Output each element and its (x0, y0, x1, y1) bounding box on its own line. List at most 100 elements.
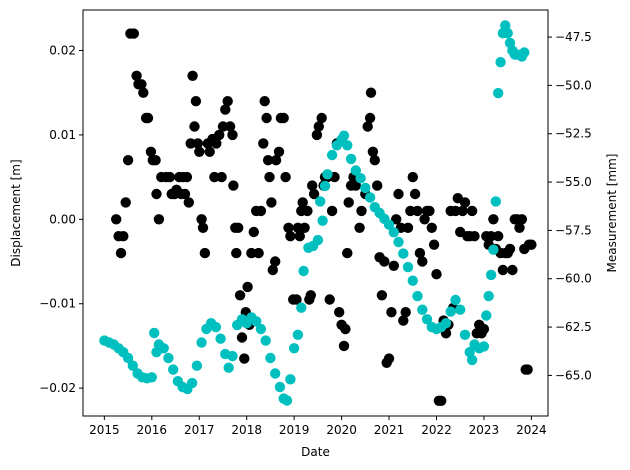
displacement-point (273, 146, 285, 157)
displacement-point (497, 264, 509, 276)
displacement-point (227, 129, 238, 141)
displacement-point (354, 222, 365, 233)
measurement-point (383, 219, 395, 230)
left-y-tick-label: 0.02 (49, 44, 76, 58)
displacement-point (255, 205, 267, 217)
displacement-point (118, 231, 129, 242)
x-tick-label: 2020 (326, 423, 357, 437)
x-tick-label: 2016 (137, 423, 168, 437)
measurement-point (158, 343, 169, 354)
measurement-point (326, 149, 338, 161)
displacement-point (469, 231, 480, 242)
measurement-point (270, 368, 281, 379)
displacement-point (220, 104, 231, 115)
displacement-point (297, 197, 308, 208)
displacement-point (142, 112, 154, 124)
displacement-point (388, 260, 399, 271)
displacement-point (294, 231, 305, 242)
x-tick-label: 2023 (469, 423, 500, 437)
displacement-point (190, 96, 202, 107)
measurement-point (191, 360, 203, 371)
displacement-point (324, 294, 335, 305)
displacement-point (426, 222, 437, 233)
measurement-point (122, 352, 134, 364)
displacement-point (261, 112, 272, 124)
displacement-point (376, 290, 388, 301)
displacement-point (402, 222, 414, 233)
measurement-point (440, 318, 452, 329)
displacement-point (280, 171, 291, 183)
x-axis-ticks: 2015 2016 2017 2018 2019 2020 2021 2022 2023 2024 (89, 416, 547, 437)
measurement-point (288, 343, 300, 354)
measurement-point (483, 290, 494, 302)
right-y-axis-ticks: −47.5 −50.0 −52.5 −55.0 −57.5 −60.0 −62.5 −65.0 (548, 30, 592, 382)
x-tick-label: 2021 (374, 423, 405, 437)
displacement-point (248, 226, 259, 238)
displacement-point (115, 247, 127, 259)
measurement-point (296, 302, 307, 313)
displacement-point (266, 197, 277, 208)
displacement-point (407, 171, 418, 183)
left-y-tick-label: −0.02 (39, 381, 76, 395)
displacement-point (253, 247, 264, 259)
displacement-point (145, 146, 157, 157)
measurement-point (168, 364, 179, 375)
displacement-point (285, 231, 296, 242)
displacement-point (204, 146, 215, 157)
displacement-point (181, 171, 193, 183)
displacement-point (365, 87, 377, 98)
displacement-point (164, 171, 175, 183)
displacement-point (493, 231, 504, 242)
displacement-point (342, 247, 353, 259)
displacement-point (412, 205, 423, 217)
displacement-point (196, 214, 207, 225)
x-tick-label: 2022 (421, 423, 452, 437)
measurement-point (345, 153, 357, 165)
displacement-point (111, 214, 122, 225)
displacement-point (246, 247, 257, 259)
measurement-point (493, 87, 504, 99)
measurement-point (163, 352, 174, 364)
right-y-tick-label: −47.5 (555, 30, 592, 44)
right-y-tick-label: −65.0 (555, 368, 592, 382)
measurement-point (146, 372, 157, 383)
displacement-point (216, 171, 227, 183)
right-y-tick-label: −62.5 (555, 320, 592, 334)
displacement-point (372, 180, 383, 191)
measurement-point (466, 354, 478, 366)
measurement-point (455, 304, 466, 315)
displacement-point (369, 155, 380, 166)
x-tick-label: 2015 (89, 423, 120, 437)
measurement-point (210, 321, 222, 333)
series-layer (99, 20, 537, 406)
displacement-point (393, 188, 404, 200)
measurement-point (215, 333, 226, 344)
displacement-point (436, 395, 447, 406)
measurement-point (149, 327, 160, 339)
displacement-point (233, 222, 244, 233)
measurement-point (481, 310, 492, 321)
measurement-point (281, 395, 293, 406)
measurement-point (402, 261, 414, 273)
displacement-point (128, 28, 139, 39)
x-tick-label: 2018 (231, 423, 262, 437)
displacement-point (189, 121, 200, 132)
measurement-point (315, 196, 326, 207)
measurement-point (355, 173, 366, 184)
measurement-point (196, 337, 207, 348)
left-y-axis-ticks: 0.02 0.01 0.00 −0.01 −0.02 (39, 44, 83, 395)
measurement-point (398, 248, 409, 259)
series-left (111, 28, 537, 406)
displacement-point (391, 214, 402, 225)
right-y-axis-label: Measurement [mm] (605, 154, 619, 273)
measurement-point (317, 215, 328, 226)
displacement-point (428, 239, 440, 250)
displacement-point (122, 155, 134, 166)
displacement-point (307, 180, 318, 191)
measurement-point (312, 234, 324, 246)
right-y-tick-label: −50.0 (555, 78, 592, 92)
displacement-point (153, 214, 165, 225)
displacement-point (302, 205, 313, 217)
displacement-point (192, 138, 203, 149)
displacement-point (466, 205, 478, 217)
